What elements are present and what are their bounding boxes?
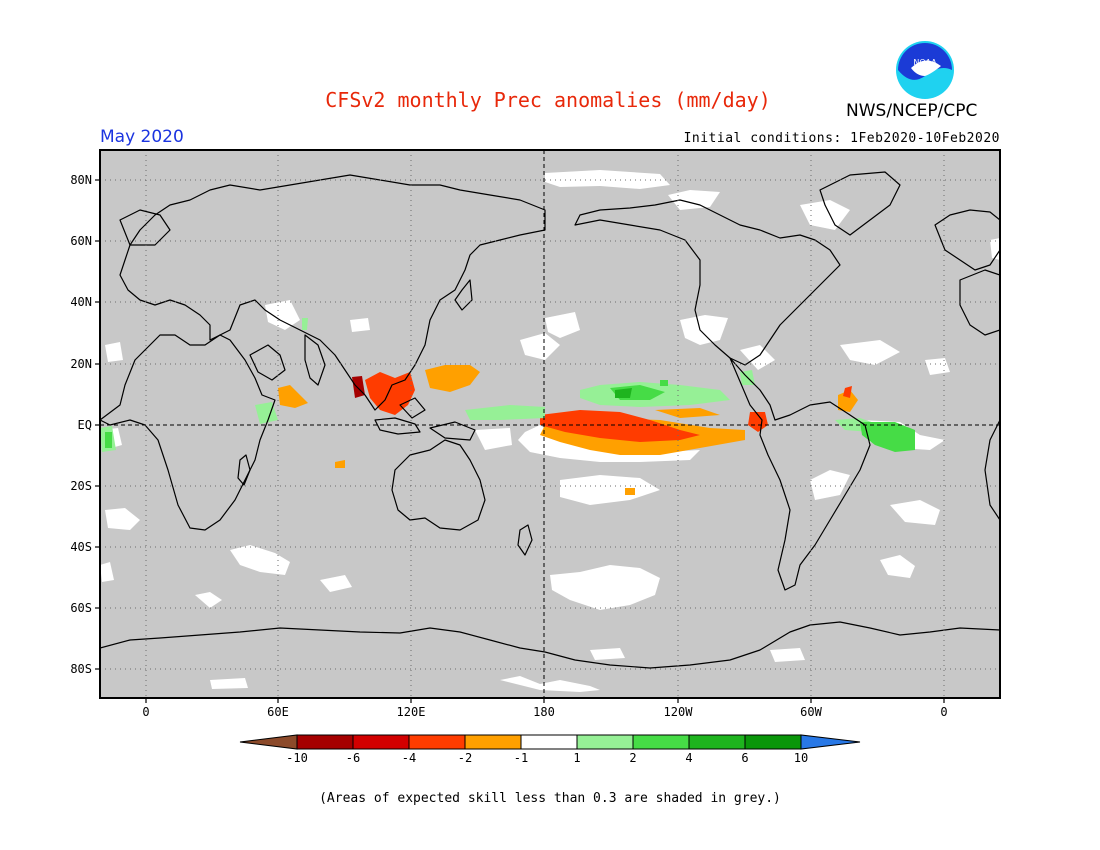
lat-label: 20S [70, 479, 92, 493]
colorbar-label: 10 [794, 751, 808, 765]
colorbar-label: -2 [458, 751, 472, 765]
lat-label: 20N [70, 357, 92, 371]
map-frame [99, 149, 1001, 699]
graticule [100, 150, 1000, 698]
colorbar-low-arrow [239, 734, 298, 750]
skill-footnote: (Areas of expected skill less than 0.3 a… [319, 791, 781, 806]
colorbar-label: 6 [741, 751, 748, 765]
colorbar-swatch [744, 734, 802, 750]
colorbar-swatch [464, 734, 522, 750]
lat-label: 40N [70, 295, 92, 309]
lat-label: 60N [70, 234, 92, 248]
noaa-logo-text: NOAA [913, 58, 937, 67]
colorbar-label: 1 [573, 751, 580, 765]
colorbar-label: -6 [346, 751, 360, 765]
lon-label: 60E [267, 705, 289, 719]
chart-title: CFSv2 monthly Prec anomalies (mm/day) [325, 88, 771, 112]
colorbar-swatch [688, 734, 746, 750]
lon-label: 0 [940, 705, 947, 719]
lat-label: EQ [78, 418, 92, 432]
wet-anomaly-strong [615, 388, 632, 398]
lon-label: 120W [664, 705, 694, 719]
axis-ticks [95, 179, 945, 703]
colorbar-label: -4 [402, 751, 416, 765]
near-normal-areas [100, 170, 1000, 692]
lon-label: 180 [533, 705, 555, 719]
organization-label: NWS/NCEP/CPC [846, 101, 978, 121]
lat-label: 80N [70, 173, 92, 187]
colorbar-swatch [408, 734, 466, 750]
colorbar [239, 734, 861, 750]
colorbar-swatch [296, 734, 354, 750]
coastlines [100, 171, 1000, 669]
lon-label: 0 [142, 705, 149, 719]
colorbar-label: -10 [286, 751, 308, 765]
lat-label: 60S [70, 601, 92, 615]
lat-label: 40S [70, 540, 92, 554]
lat-label: 80S [70, 662, 92, 676]
colorbar-swatch [576, 734, 634, 750]
colorbar-label: 2 [629, 751, 636, 765]
colorbar-swatch [520, 734, 578, 750]
colorbar-label: -1 [514, 751, 528, 765]
colorbar-swatch [632, 734, 690, 750]
colorbar-label: 4 [685, 751, 692, 765]
reference-lines [100, 150, 1000, 698]
lon-label: 60W [800, 705, 822, 719]
colorbar-high-arrow [800, 734, 861, 750]
noaa-logo: NOAA [896, 41, 954, 99]
colorbar-swatch [352, 734, 410, 750]
lon-label: 120E [397, 705, 426, 719]
initial-conditions-label: Initial conditions: 1Feb2020-10Feb2020 [683, 131, 1000, 146]
valid-month-label: May 2020 [100, 127, 184, 147]
